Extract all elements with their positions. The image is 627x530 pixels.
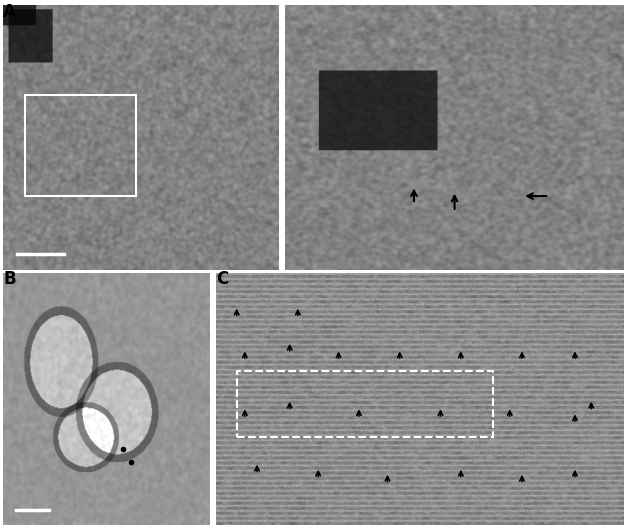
Text: B: B <box>3 270 16 288</box>
Text: A: A <box>3 3 16 21</box>
Bar <box>25 95 135 196</box>
Text: C: C <box>216 270 229 288</box>
Bar <box>236 371 493 437</box>
